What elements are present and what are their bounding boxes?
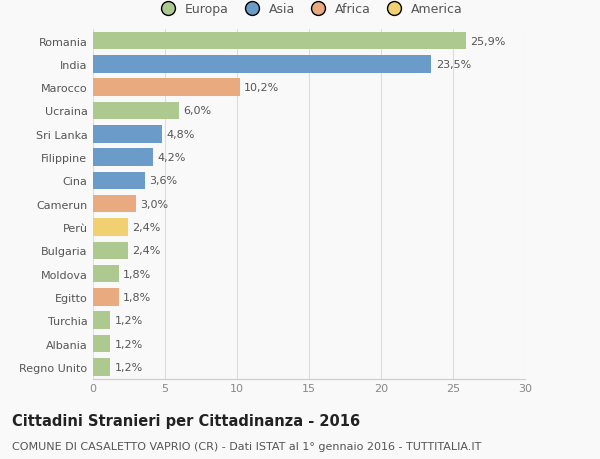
Bar	[93, 335, 110, 353]
Text: 4,2%: 4,2%	[158, 153, 186, 163]
Text: 1,2%: 1,2%	[115, 362, 143, 372]
Text: 1,8%: 1,8%	[123, 292, 151, 302]
Text: 3,0%: 3,0%	[140, 199, 169, 209]
Text: 6,0%: 6,0%	[184, 106, 212, 116]
Bar	[93, 33, 466, 50]
Bar	[93, 126, 162, 143]
Text: 1,2%: 1,2%	[115, 339, 143, 349]
Text: 4,8%: 4,8%	[166, 129, 195, 140]
Bar	[93, 102, 179, 120]
Legend: Europa, Asia, Africa, America: Europa, Asia, Africa, America	[151, 0, 467, 20]
Text: 25,9%: 25,9%	[470, 36, 506, 46]
Bar	[93, 196, 136, 213]
Text: 2,4%: 2,4%	[132, 246, 160, 256]
Bar	[93, 149, 154, 167]
Bar	[93, 172, 145, 190]
Text: 3,6%: 3,6%	[149, 176, 177, 186]
Text: 1,2%: 1,2%	[115, 315, 143, 325]
Bar	[93, 289, 119, 306]
Bar	[93, 265, 119, 283]
Bar	[93, 219, 128, 236]
Text: COMUNE DI CASALETTO VAPRIO (CR) - Dati ISTAT al 1° gennaio 2016 - TUTTITALIA.IT: COMUNE DI CASALETTO VAPRIO (CR) - Dati I…	[12, 441, 481, 451]
Text: 23,5%: 23,5%	[436, 60, 471, 70]
Text: 10,2%: 10,2%	[244, 83, 280, 93]
Bar	[93, 242, 128, 259]
Text: 1,8%: 1,8%	[123, 269, 151, 279]
Bar	[93, 358, 110, 376]
Bar	[93, 312, 110, 329]
Text: Cittadini Stranieri per Cittadinanza - 2016: Cittadini Stranieri per Cittadinanza - 2…	[12, 413, 360, 428]
Text: 2,4%: 2,4%	[132, 223, 160, 233]
Bar	[93, 56, 431, 73]
Bar	[93, 79, 240, 97]
